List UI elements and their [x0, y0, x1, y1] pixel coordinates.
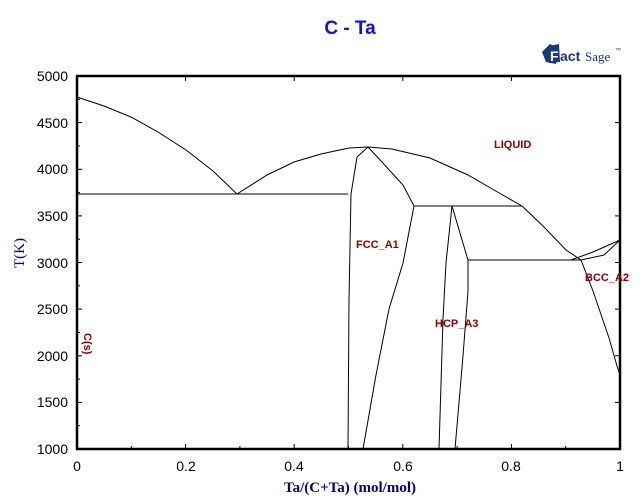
x-tick-label: 0.6	[393, 458, 413, 474]
y-axis-title: T(K)	[12, 238, 28, 268]
phase-label-liquid: LIQUID	[494, 139, 532, 151]
svg-text:act: act	[560, 48, 581, 64]
y-tick-label: 2500	[36, 301, 68, 317]
y-tick-label: 4500	[36, 115, 68, 131]
phase-label-fcc: FCC_A1	[356, 239, 399, 251]
phase-label-bcc: BCC_A2	[585, 272, 630, 284]
svg-text:F: F	[550, 48, 559, 64]
x-axis-title: Ta/(C+Ta) (mol/mol)	[283, 480, 417, 496]
y-tick-label: 4000	[36, 161, 68, 177]
y-tick-label: 5000	[36, 68, 68, 84]
factsage-logo: F act Sage ™	[540, 40, 630, 70]
chart-title: C - Ta	[324, 18, 376, 39]
y-tick-label: 1500	[36, 394, 68, 410]
phase-boundaries	[76, 96, 621, 450]
factsage-logo-icon: F act Sage ™	[542, 44, 621, 64]
x-tick-label: 1	[616, 458, 624, 474]
y-tick-label: 3500	[36, 208, 68, 224]
svg-text:Sage: Sage	[585, 49, 611, 64]
y-ticks	[77, 98, 620, 427]
x-tick-label: 0.4	[284, 458, 304, 474]
x-tick-label: 0	[73, 458, 81, 474]
y-tick-label: 3000	[36, 255, 68, 271]
x-tick-label: 0.2	[176, 458, 196, 474]
x-tick-label: 0.8	[501, 458, 521, 474]
y-tick-label: 1000	[36, 441, 68, 457]
svg-text:™: ™	[615, 47, 621, 54]
phase-label-hcp: HCP_A3	[435, 318, 479, 330]
y-tick-label: 2000	[36, 348, 68, 364]
phase-label-graphite: C(s)	[81, 333, 93, 355]
